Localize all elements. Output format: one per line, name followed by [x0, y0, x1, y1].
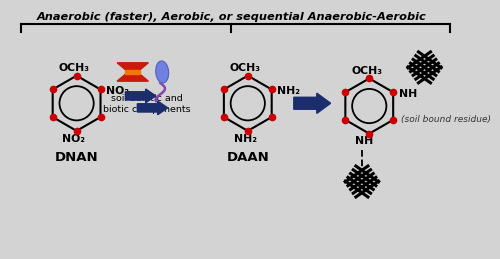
- Text: NO₂: NO₂: [106, 86, 129, 96]
- Polygon shape: [126, 70, 140, 74]
- FancyArrow shape: [294, 93, 331, 113]
- Ellipse shape: [156, 61, 168, 83]
- Text: soil abiotic and
biotic components: soil abiotic and biotic components: [102, 94, 190, 114]
- Polygon shape: [117, 63, 148, 72]
- Polygon shape: [117, 72, 148, 81]
- Text: NO₂: NO₂: [62, 134, 86, 144]
- Text: OCH₃: OCH₃: [58, 63, 90, 73]
- FancyArrow shape: [138, 101, 168, 115]
- Text: Anaerobic (faster), Aerobic, or sequential Anaerobic-Aerobic: Anaerobic (faster), Aerobic, or sequenti…: [36, 12, 426, 22]
- Text: NH: NH: [356, 136, 374, 146]
- Text: DAAN: DAAN: [226, 151, 269, 164]
- Text: DNAN: DNAN: [55, 151, 98, 164]
- Text: NH: NH: [398, 89, 417, 99]
- FancyArrow shape: [126, 89, 156, 103]
- Text: OCH₃: OCH₃: [230, 63, 260, 73]
- Text: (soil bound residue): (soil bound residue): [402, 115, 492, 124]
- Text: OCH₃: OCH₃: [351, 66, 382, 76]
- Text: NH₂: NH₂: [234, 134, 256, 144]
- Text: NH₂: NH₂: [277, 86, 300, 96]
